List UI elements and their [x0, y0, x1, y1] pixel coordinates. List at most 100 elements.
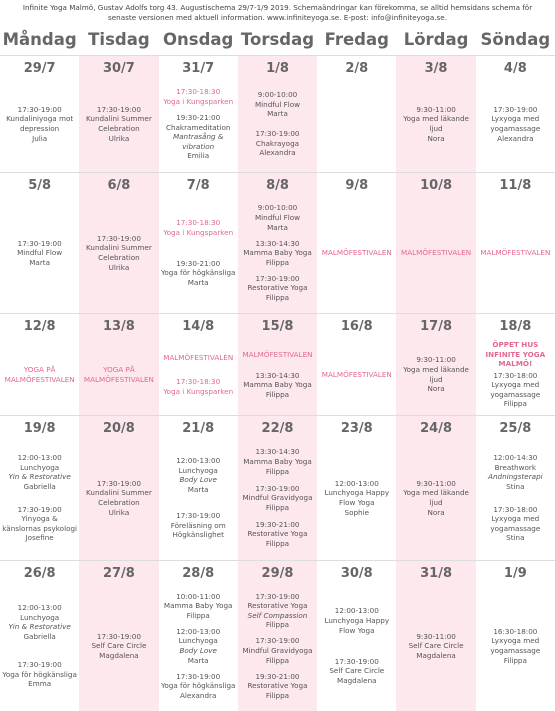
day-cell: 9/8 MALMÖFESTIVALEN	[317, 172, 397, 313]
day-cell: 26/8 12:00-13:00 Lunchyoga Yin & Restorativ…	[0, 560, 80, 711]
event-list: 17:30-18:30 Yoga i Kungsparken 19:30-21:00…	[161, 80, 236, 168]
event-teacher: Filippa	[265, 257, 290, 267]
event: 17:30-19:00 Kundalini Summer Celebration U…	[81, 105, 156, 143]
event-list: 12:00-13:00 Lunchyoga Yin & Restorative Gab…	[2, 585, 77, 707]
event-title: Mamma Baby Yoga	[243, 380, 312, 390]
day-cell: 12/8 YOGA PÅ MALMÖFESTIVALEN	[0, 313, 80, 415]
day-cell: 27/8 17:30-19:00 Self Care Circle Magdalena	[79, 560, 159, 711]
event-time: 17:30-19:00	[17, 238, 62, 248]
day-cell: 17/8 9:30-11:00 Yoga med läkande ljud Nora	[396, 313, 476, 415]
event-title: Self Care Circle	[408, 641, 464, 651]
event-list: YOGA PÅ MALMÖFESTIVALEN	[2, 338, 77, 411]
event-time: 17:30-19:00	[17, 659, 62, 669]
event-title: Restorative Yoga	[247, 601, 308, 611]
day-cell: 6/8 17:30-19:00 Kundalini Summer Celebrati…	[79, 172, 159, 313]
event-title: Föreläsning om Högkänslighet	[170, 520, 226, 540]
event-title: Restorative Yoga	[247, 681, 308, 691]
event-title: MALMÖFESTIVALEN	[321, 248, 392, 258]
day-cell: 7/8 17:30-18:30 Yoga i Kungsparken 19:30-21…	[158, 172, 238, 313]
date-label: 8/8	[266, 178, 289, 193]
event-teacher: Gabriella	[23, 632, 56, 642]
event: YOGA PÅ MALMÖFESTIVALEN	[2, 365, 77, 384]
event-time: 17:30-18:30	[176, 86, 221, 96]
day-cell: 15/8 MALMÖFESTIVALEN 13:30-14:30 Mamma Baby…	[237, 313, 318, 415]
event-time: 12:00-13:00	[17, 453, 62, 463]
event-note: Body Love	[179, 475, 217, 485]
event-time: 19:30-21:00	[255, 519, 300, 529]
day-header: Måndag Tisdag Onsdag Torsdag Fredag Lördag Sön…	[0, 23, 555, 55]
day-cell: 4/8 17:30-19:00 Lyxyoga med yogamassage Ale…	[475, 55, 555, 172]
day-cell: 28/8 10:00-11:00 Mamma Baby Yoga Filippa 12:…	[158, 560, 238, 711]
event-time: 19:30-21:00	[255, 671, 300, 681]
date-label: 28/8	[182, 566, 215, 581]
event-title: Kundaliniyoga mot depression	[6, 114, 74, 133]
event-time: 17:30-19:00	[493, 104, 538, 114]
day-cell: 11/8 MALMÖFESTIVALEN	[475, 172, 555, 313]
event-teacher: Stina	[506, 533, 525, 543]
event-list: 17:30-19:00 Mindful Flow Marta	[2, 197, 77, 309]
event-teacher: Filippa	[265, 502, 290, 512]
event-title: Mamma Baby Yoga	[243, 248, 312, 258]
day-cell: 19/8 12:00-13:00 Lunchyoga Yin & Restorativ…	[0, 415, 80, 560]
event-teacher: Filippa	[265, 292, 290, 302]
event: 17:30-19:00 Mindful Flow Marta	[2, 239, 77, 268]
event-list: 13:30-14:30 Mamma Baby Yoga Filippa 17:30-1…	[240, 440, 315, 556]
event-time: 17:30-19:00	[176, 510, 221, 520]
event: 17:30-19:00 Föreläsning om Högkänslighet	[161, 511, 236, 540]
event-note: Andningsterapi	[488, 472, 543, 482]
event-title: Lunchyoga Happy Flow Yoga	[324, 488, 390, 507]
event-title: Mindful Flow	[254, 99, 301, 109]
event: 17:30-18:30 Yoga i Kungsparken	[161, 377, 236, 396]
day-cell: 29/7 17:30-19:00 Kundaliniyoga mot depress…	[0, 55, 80, 172]
event-teacher: Marta	[187, 278, 209, 288]
event-time: 17:30-19:00	[334, 656, 379, 666]
event: 16:30-18:00 Lyxyoga med yogamassage Filipp…	[478, 627, 553, 665]
event-time: 17:30-19:00	[96, 631, 141, 641]
event: MALMÖFESTIVALEN	[398, 248, 473, 258]
date-label: 29/8	[261, 566, 294, 581]
event: 12:00-13:00 Lunchyoga Yin & Restorative Gab…	[2, 453, 77, 491]
day-cell: 8/8 9:00-10:00 Mindful Flow Marta 13:30-14:3…	[237, 172, 318, 313]
event-time: 17:30-19:00	[96, 478, 141, 488]
event: 17:30-19:00 Kundalini Summer Celebration U…	[81, 234, 156, 272]
event-title: Mindful Gravidyoga	[242, 493, 313, 503]
event-time: 9:00-10:00	[257, 203, 298, 213]
event-title: Yoga för högkänsliga	[160, 268, 236, 278]
event: 17:30-18:00 Lyxyoga med yogamassage Filipp…	[478, 371, 553, 409]
event-time: 17:30-19:00	[96, 233, 141, 243]
date-label: 4/8	[503, 61, 527, 76]
event-teacher: Marta	[267, 222, 288, 232]
event-title: Yoga i Kungsparken	[163, 96, 234, 106]
day-cell: 24/8 9:30-11:00 Yoga med läkande ljud Nora	[396, 415, 476, 560]
date-label: 2/8	[345, 61, 369, 76]
day-cell: 3/8 9:30-11:00 Yoga med läkande ljud Nora	[396, 55, 476, 172]
day-cell: 5/8 17:30-19:00 Mindful Flow Marta	[0, 172, 80, 313]
event-list: 12:00-13:00 Lunchyoga Yin & Restorative Gab…	[2, 440, 77, 556]
date-label: 6/8	[107, 178, 131, 193]
event-note: Self Compassion	[247, 610, 308, 620]
event: 10:00-11:00 Mamma Baby Yoga Filippa	[161, 592, 236, 621]
event-teacher: Magdalena	[416, 650, 456, 660]
event-list: MALMÖFESTIVALEN 13:30-14:30 Mamma Baby Yog…	[240, 338, 315, 411]
event-time: 17:30-19:00	[255, 483, 300, 493]
event: 12:00-13:00 Lunchyoga Yin & Restorative Gab…	[2, 603, 77, 641]
event: 17:30-18:00 Lyxyoga med yogamassage Stina	[478, 505, 553, 543]
event-time: 9:00-10:00	[257, 90, 298, 100]
event-time: 12:00-13:00	[334, 606, 379, 616]
event-time: 10:00-11:00	[176, 591, 221, 601]
event-time: 12:00-13:00	[176, 626, 221, 636]
event-list: 9:00-10:00 Mindful Flow Marta 17:30-19:00 Ch…	[240, 80, 315, 168]
event-list: 17:30-19:00 Kundalini Summer Celebration U…	[81, 197, 156, 309]
day-cell: 10/8 MALMÖFESTIVALEN	[396, 172, 476, 313]
event-title: MALMÖFESTIVALEN	[321, 369, 392, 379]
event-list: 9:00-10:00 Mindful Flow Marta 13:30-14:30 Ma…	[240, 197, 315, 309]
event-teacher: Ulrika	[108, 507, 130, 517]
event-title: Mamma Baby Yoga	[243, 457, 312, 466]
date-label: 27/8	[102, 566, 135, 581]
event: 9:30-11:00 Yoga med läkande ljud Nora	[398, 479, 473, 517]
event-title: Lyxyoga med yogamassage	[490, 514, 541, 533]
event-teacher: Emilia	[187, 151, 210, 161]
event-title: Mindful Flow	[17, 248, 63, 258]
event-title: Chakrameditation	[165, 122, 231, 132]
event-list: 10:00-11:00 Mamma Baby Yoga Filippa 12:00-1…	[161, 585, 236, 707]
